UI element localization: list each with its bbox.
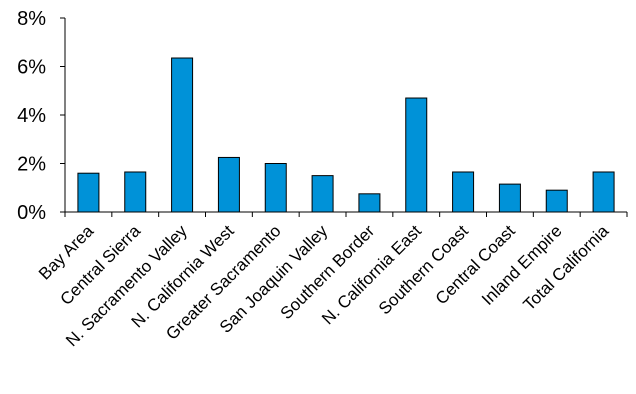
bar-total-california (592, 171, 615, 213)
bar-san-joaquin-valley (311, 175, 334, 213)
y-axis-ticks: 0% 2% 4% 6% 8% (17, 8, 628, 224)
bar-n-california-west (217, 156, 240, 213)
bar-bay-area (77, 172, 100, 213)
bar-greater-sacramento (264, 163, 287, 213)
y-tick-label: 2% (17, 154, 46, 176)
y-tick-label: 8% (17, 8, 46, 30)
bar-n-sacramento-valley (171, 57, 194, 213)
bar-southern-coast (452, 171, 475, 213)
bar-inland-empire (545, 189, 568, 213)
bar-central-sierra (124, 171, 147, 213)
x-category-label: Total California (519, 221, 612, 314)
bars (77, 57, 615, 213)
y-tick-label: 6% (17, 57, 46, 79)
y-tick-label: 4% (17, 105, 46, 127)
bar-southern-border (358, 193, 381, 213)
bar-central-coast (498, 183, 521, 213)
y-tick-label: 0% (17, 202, 46, 224)
bar-n-california-east (405, 97, 428, 213)
